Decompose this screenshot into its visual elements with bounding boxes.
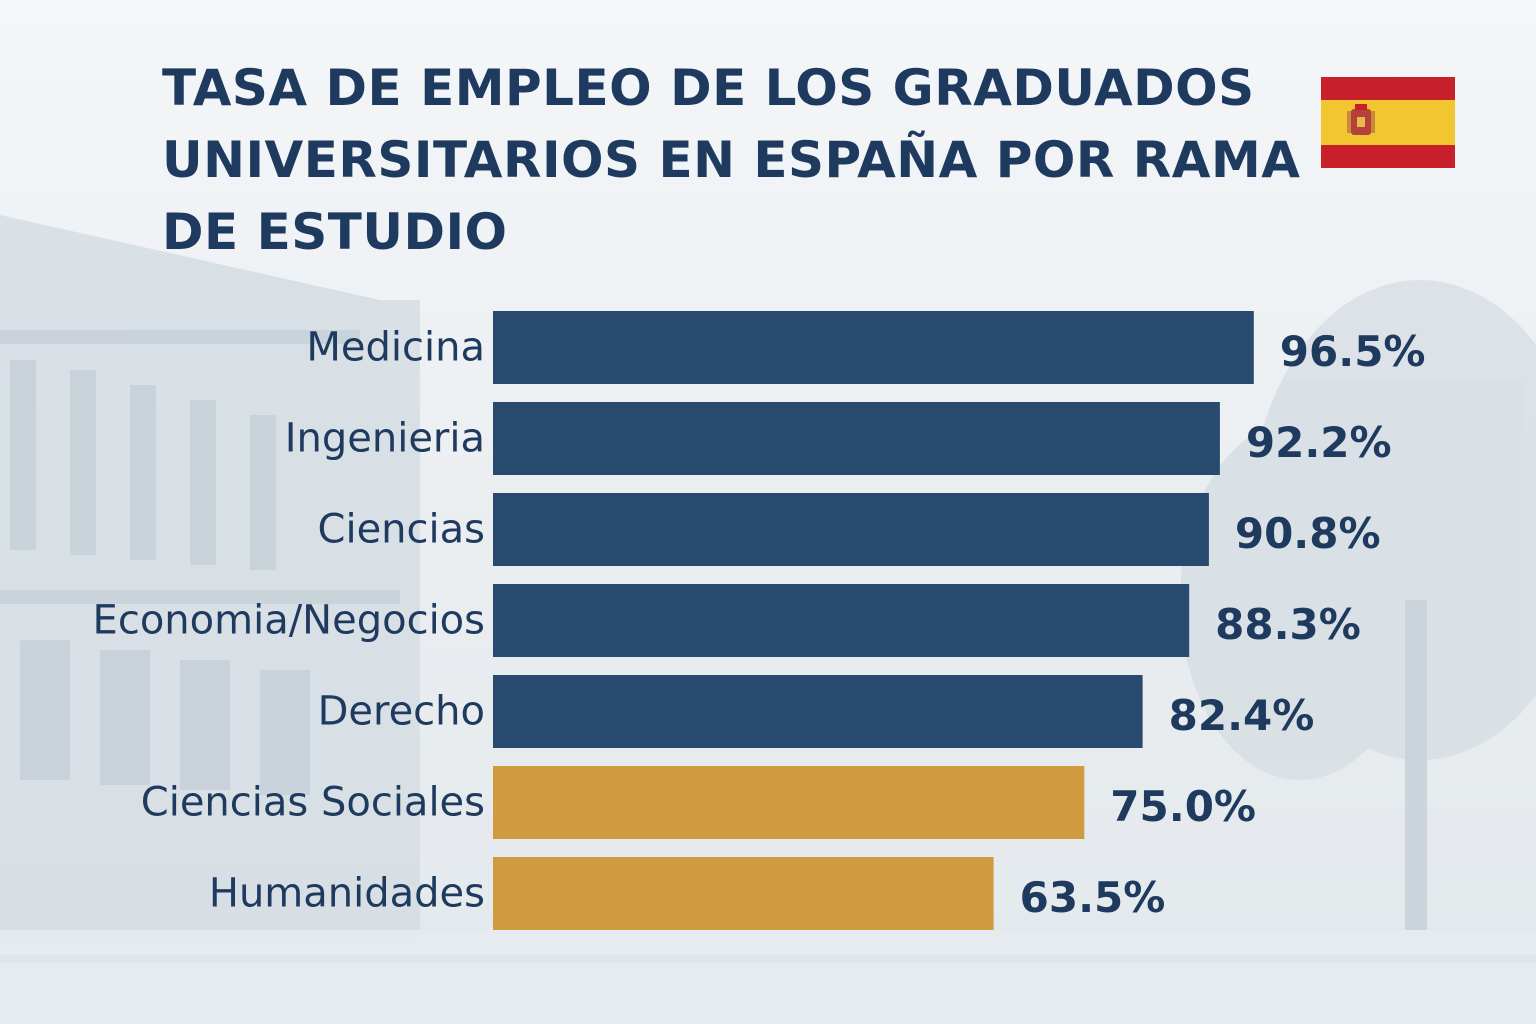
bar-ciencias bbox=[493, 493, 1209, 566]
category-label: Derecho bbox=[318, 689, 485, 735]
value-label: 75.0% bbox=[1110, 782, 1256, 831]
category-label: Economia/Negocios bbox=[93, 598, 485, 644]
spain-flag-icon bbox=[1321, 77, 1455, 168]
flag-stripe-bottom bbox=[1321, 145, 1455, 168]
bar-humanidades bbox=[493, 857, 994, 930]
value-label: 88.3% bbox=[1215, 600, 1361, 649]
value-label: 96.5% bbox=[1280, 327, 1426, 376]
category-label: Medicina bbox=[306, 325, 485, 371]
bar-ciencias-sociales bbox=[493, 766, 1085, 839]
bar-medicina bbox=[493, 311, 1254, 384]
flag-stripe-top bbox=[1321, 77, 1455, 100]
bar-derecho bbox=[493, 675, 1143, 748]
value-label: 82.4% bbox=[1169, 691, 1315, 740]
category-label: Humanidades bbox=[209, 871, 485, 917]
value-label: 63.5% bbox=[1020, 873, 1166, 922]
category-label: Ciencias bbox=[318, 507, 485, 553]
bar-economia-negocios bbox=[493, 584, 1190, 657]
bar-ingenieria bbox=[493, 402, 1220, 475]
value-label: 90.8% bbox=[1235, 509, 1381, 558]
value-label: 92.2% bbox=[1246, 418, 1392, 467]
chart-title: TASA DE EMPLEO DE LOS GRADUADOS UNIVERSI… bbox=[162, 59, 1301, 261]
coat-of-arms-icon bbox=[1347, 104, 1375, 135]
flag-stripe-middle bbox=[1321, 100, 1455, 145]
category-label: Ciencias Sociales bbox=[141, 780, 485, 826]
category-label: Ingenieria bbox=[285, 416, 485, 462]
